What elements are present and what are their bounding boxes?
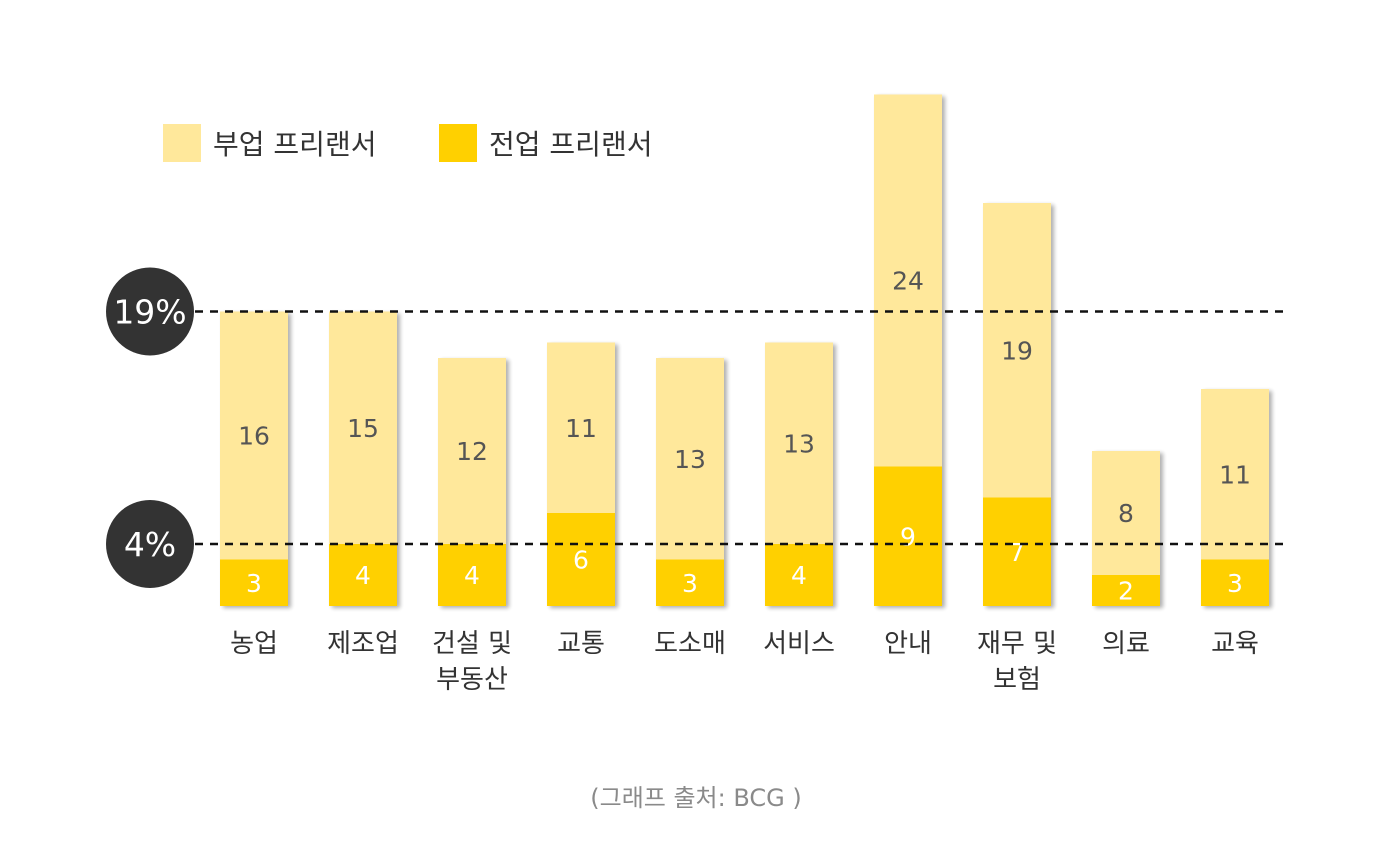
bar-part-time: [438, 358, 506, 544]
bar-full-time: [220, 559, 288, 606]
bar-part-time: [983, 203, 1051, 498]
legend-label-part-time: 부업 프리랜서: [213, 128, 377, 161]
legend-label-full-time: 전업 프리랜서: [489, 128, 653, 161]
reference-badge: [106, 267, 194, 356]
legend-part-time: 부업 프리랜서: [163, 123, 376, 163]
bar-part-time: [874, 94, 942, 467]
category-label: 안내: [884, 629, 932, 659]
category-label: 보험: [993, 665, 1041, 695]
bar-part-time: [1201, 389, 1269, 560]
bar-part-time: [765, 342, 833, 544]
data-label-part-time: 13: [674, 445, 706, 474]
data-label-full-time: 3: [246, 569, 262, 598]
bar-part-time: [329, 311, 397, 544]
bar-full-time: [1201, 559, 1269, 606]
bar-full-time: [983, 497, 1051, 606]
data-label-full-time: 4: [791, 561, 807, 590]
data-label-part-time: 8: [1118, 499, 1134, 528]
bar-full-time: [874, 466, 942, 606]
bar-full-time: [547, 513, 615, 606]
chart-source: (그래프 출처: BCG ): [590, 784, 802, 812]
bar-part-time: [656, 358, 724, 560]
category-label: 의료: [1102, 629, 1150, 659]
reference-label: 19%: [113, 293, 186, 332]
category-label: 재무 및: [977, 629, 1057, 659]
data-label-part-time: 24: [892, 267, 924, 296]
bar-full-time: [656, 559, 724, 606]
data-label-full-time: 4: [355, 561, 371, 590]
category-label: 건설 및: [432, 629, 512, 659]
data-label-part-time: 16: [238, 422, 270, 451]
category-label: 제조업: [327, 629, 399, 659]
data-label-part-time: 11: [1219, 460, 1251, 489]
legend-full-time: 전업 프리랜서: [439, 123, 652, 163]
data-label-part-time: 13: [783, 429, 815, 458]
bar-part-time: [220, 311, 288, 560]
bar-full-time: [329, 544, 397, 606]
data-label-part-time: 11: [565, 414, 597, 443]
data-label-part-time: 19: [1001, 336, 1033, 365]
category-label: 도소매: [654, 629, 726, 659]
legend-swatch-full-time: [439, 124, 477, 162]
data-label-part-time: 12: [456, 437, 488, 466]
data-label-full-time: 4: [464, 561, 480, 590]
legend-swatch-part-time: [163, 124, 201, 162]
data-label-full-time: 3: [1227, 569, 1243, 598]
data-label-full-time: 2: [1118, 577, 1134, 606]
data-label-full-time: 9: [900, 522, 916, 551]
reference-label: 4%: [124, 525, 176, 564]
bar-part-time: [547, 342, 615, 513]
reference-badge: [106, 500, 194, 588]
category-label: 서비스: [763, 629, 835, 659]
category-label: 농업: [230, 629, 278, 659]
data-label-full-time: 3: [682, 569, 698, 598]
category-label: 교통: [557, 629, 605, 659]
bar-part-time: [1092, 451, 1160, 575]
category-label: 부동산: [436, 665, 508, 695]
bar-full-time: [765, 544, 833, 606]
bar-full-time: [438, 544, 506, 606]
data-label-full-time: 6: [573, 546, 589, 575]
category-label: 교육: [1211, 629, 1259, 659]
data-label-full-time: 7: [1009, 538, 1025, 567]
data-label-part-time: 15: [347, 414, 379, 443]
bar-full-time: [1092, 575, 1160, 606]
